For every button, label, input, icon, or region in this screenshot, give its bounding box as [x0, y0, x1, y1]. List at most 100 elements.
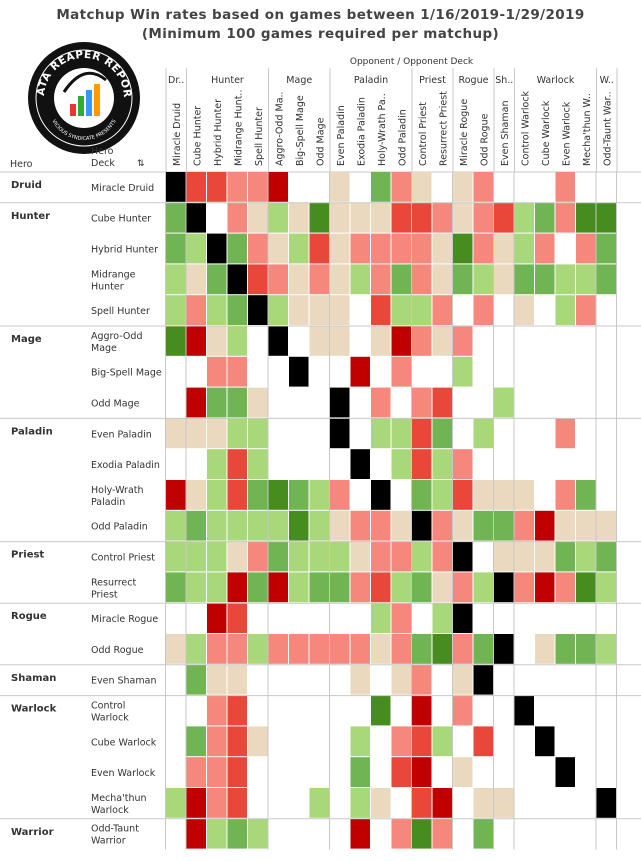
heatmap-cell — [391, 295, 411, 325]
heatmap-cell — [207, 603, 227, 633]
heatmap-cell — [432, 233, 452, 264]
heatmap-cell — [576, 202, 596, 233]
heatmap-cell — [473, 818, 493, 849]
row-label: Even Warlock — [91, 768, 156, 779]
heatmap-cell — [309, 202, 329, 233]
heatmap-cell — [289, 233, 309, 264]
column-class-label: Rogue — [459, 75, 489, 86]
heatmap-cell — [514, 233, 534, 264]
heatmap-cell — [432, 634, 452, 664]
heatmap-cell — [371, 326, 391, 356]
heatmap-cell — [391, 202, 411, 233]
heatmap-cell — [514, 695, 534, 726]
heatmap-cell — [535, 572, 555, 603]
heatmap-cell — [330, 634, 350, 664]
column-label: Miracle Druid — [172, 103, 183, 166]
heatmap-cell — [391, 726, 411, 757]
row-label: Aggro-Odd — [91, 331, 142, 342]
heatmap-cell — [371, 418, 391, 449]
heatmap-cell — [412, 326, 432, 356]
heatmap-cell — [453, 603, 473, 633]
heatmap-cell — [432, 418, 452, 449]
heatmap-cell — [555, 480, 575, 510]
chart-subtitle: (Minimum 100 games required per matchup) — [141, 26, 500, 42]
heatmap-cell — [432, 726, 452, 757]
heatmap-cell — [207, 387, 227, 418]
heatmap-cell — [596, 541, 616, 572]
row-label: Odd-Taunt — [91, 824, 139, 835]
heatmap-cell — [391, 541, 411, 572]
heatmap-cell — [207, 233, 227, 264]
heatmap-cell — [412, 726, 432, 757]
heatmap-cell — [248, 418, 268, 449]
heatmap-cell — [268, 295, 288, 325]
heatmap-cell — [412, 295, 432, 325]
row-label: Control Priest — [91, 553, 155, 564]
column-label: Exodia Paladin — [356, 97, 367, 166]
heatmap-cell — [514, 202, 534, 233]
column-class-label: Warlock — [537, 75, 575, 86]
heatmap-cell — [412, 788, 432, 818]
heatmap-cell — [371, 295, 391, 325]
heatmap-cell — [432, 326, 452, 356]
row-class-label: Shaman — [11, 673, 56, 684]
heatmap-cell — [186, 295, 206, 325]
heatmap-cell — [473, 418, 493, 449]
heatmap-cell — [166, 233, 186, 264]
heatmap-cell — [166, 788, 186, 818]
row-header-deck: Hero — [91, 146, 114, 157]
heatmap-cell — [289, 634, 309, 664]
heatmap-cell — [453, 264, 473, 295]
heatmap-cell — [227, 449, 247, 479]
column-label: Holy-Wrath Pa.. — [377, 93, 388, 166]
heatmap-cell — [268, 510, 288, 541]
heatmap-cell — [330, 387, 350, 418]
heatmap-cell — [391, 418, 411, 449]
row-label: Mage — [91, 343, 117, 354]
heatmap-cell — [432, 202, 452, 233]
row-class-label: Priest — [11, 550, 44, 561]
row-label: Odd Mage — [91, 399, 140, 410]
heatmap-cell — [186, 326, 206, 356]
row-class-label: Rogue — [11, 611, 47, 622]
heatmap-cell — [207, 356, 227, 387]
column-class-label: Sh.. — [495, 75, 513, 86]
heatmap-cell — [207, 634, 227, 664]
heatmap-cell — [412, 510, 432, 541]
heatmap-cell — [412, 387, 432, 418]
heatmap-cell — [248, 726, 268, 757]
column-label: Cube Warlock — [541, 100, 552, 166]
heatmap-cell — [350, 757, 370, 787]
heatmap-cell — [268, 233, 288, 264]
heatmap-cell — [596, 233, 616, 264]
heatmap-cell — [371, 634, 391, 664]
row-label: Even Shaman — [91, 676, 156, 687]
heatmap-cell — [432, 818, 452, 849]
row-header-hero: Hero — [10, 159, 33, 170]
heatmap-cell — [227, 572, 247, 603]
row-label: Cube Hunter — [91, 214, 151, 225]
heatmap-cell — [350, 664, 370, 695]
heatmap-cell — [268, 541, 288, 572]
heatmap-cell — [494, 572, 514, 603]
heatmap-cell — [207, 295, 227, 325]
heatmap-cell — [186, 480, 206, 510]
heatmap-cell — [412, 264, 432, 295]
heatmap-cell — [473, 172, 493, 202]
heatmap-cell — [207, 172, 227, 202]
heatmap-cell — [289, 572, 309, 603]
heatmap-cell — [248, 264, 268, 295]
heatmap-cell — [207, 480, 227, 510]
heatmap-cell — [576, 572, 596, 603]
heatmap-cell — [514, 480, 534, 510]
heatmap-cell — [166, 202, 186, 233]
column-class-label: Paladin — [354, 75, 388, 86]
heatmap-cell — [473, 233, 493, 264]
heatmap-cell — [207, 726, 227, 757]
heatmap-cell — [227, 480, 247, 510]
heatmap-cell — [350, 726, 370, 757]
column-label: Mecha'thun W.. — [582, 93, 593, 166]
heatmap-cell — [227, 264, 247, 295]
heatmap-cell — [494, 634, 514, 664]
heatmap-cell — [227, 634, 247, 664]
